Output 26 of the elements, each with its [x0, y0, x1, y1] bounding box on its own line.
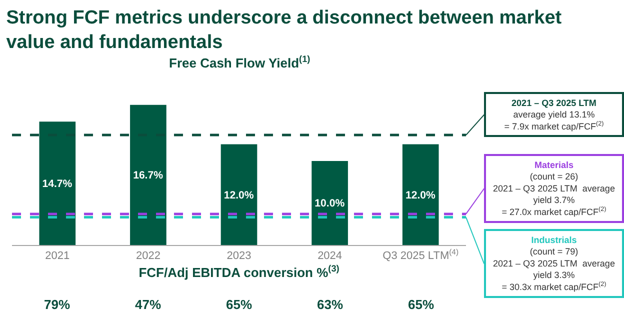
x-axis-title: FCF/Adj EBITDA conversion %$^{(3)}$: [138, 263, 340, 280]
text: 47%: [135, 297, 162, 312]
data-label: 14.7%: [42, 178, 73, 190]
x-tick-label: 2021: [45, 250, 70, 262]
chart-subtitle: Free Cash Flow Yield$^{(1)}$: [169, 54, 310, 70]
x-tick-label: Q3 2025 LTM$^{(4)}$: [382, 248, 459, 262]
x-tick-label: 2024: [318, 250, 342, 262]
text: 65%: [408, 297, 434, 312]
text: 63%: [317, 297, 344, 312]
bar: [402, 144, 439, 245]
text: 79%: [44, 297, 70, 312]
ref-line-label: Industrials (count = 79) 2021 – Q3 2025 LTM average yield 3.3% = 30.3x market cap/FCF$^{(2)}$: [493, 235, 615, 292]
bar: [312, 161, 348, 245]
bar: [39, 122, 76, 245]
text: 65%: [226, 297, 252, 312]
data-label: 16.7%: [133, 170, 164, 182]
ref-line-label: 2021 – Q3 2025 LTM average yield 13.1% = 7.9x market cap/FCF$^{(2)}$: [504, 98, 604, 132]
data-label: 12.0%: [405, 189, 436, 202]
x-tick-label: 2022: [136, 250, 160, 262]
ref-line-label: Materials (count = 26) 2021 – Q3 2025 LTM average yield 3.7% = 27.0x market cap/FCF$^{(2)}$: [493, 160, 615, 217]
x-tick-label: 2023: [226, 250, 252, 262]
bar: [220, 144, 258, 245]
chart-title: Strong FCF metrics underscore a disconnect between market value and fundamentals: [6, 7, 562, 54]
data-label: 12.0%: [224, 189, 254, 202]
data-label: 10.0%: [314, 198, 346, 210]
bar: [130, 104, 166, 245]
